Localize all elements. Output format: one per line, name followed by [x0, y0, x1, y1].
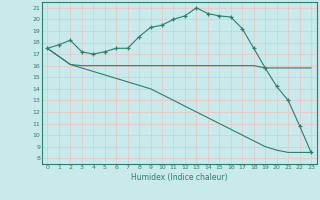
X-axis label: Humidex (Indice chaleur): Humidex (Indice chaleur) — [131, 173, 228, 182]
